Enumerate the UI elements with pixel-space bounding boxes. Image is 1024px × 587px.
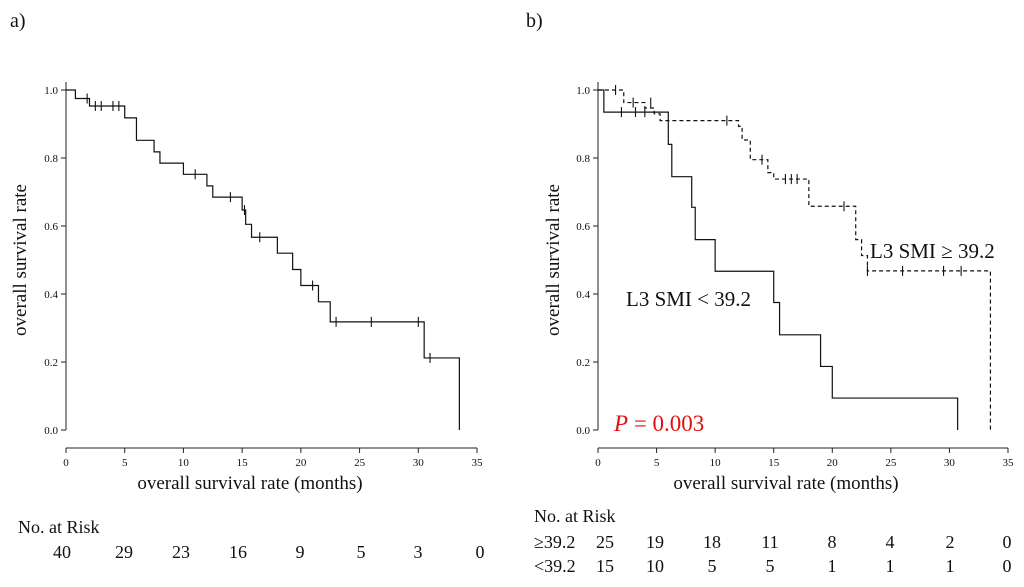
risk-count: 10 bbox=[646, 556, 664, 576]
risk-count: 8 bbox=[828, 532, 837, 552]
risk-count: 0 bbox=[476, 542, 485, 562]
risk-count: 29 bbox=[115, 542, 133, 562]
panel-b-y-axis-label: overall survival rate bbox=[543, 184, 564, 336]
risk-count: 4 bbox=[886, 532, 895, 552]
x-tick-label: 25 bbox=[354, 457, 366, 469]
risk-count: 0 bbox=[1003, 556, 1012, 576]
y-tick-label: 1.0 bbox=[576, 85, 590, 97]
panel-a: a) overall survival rate overall surviva… bbox=[10, 10, 485, 562]
survival-curve-high-smi bbox=[598, 89, 992, 430]
p-value: P = 0.003 bbox=[613, 411, 704, 436]
y-tick-label: 0.0 bbox=[576, 425, 590, 437]
y-tick-label: 0.4 bbox=[576, 289, 590, 301]
panel-a-y-axis-label: overall survival rate bbox=[10, 184, 31, 336]
x-tick-label: 25 bbox=[885, 457, 897, 469]
panel-b-label: b) bbox=[526, 10, 543, 32]
x-tick-label: 30 bbox=[944, 457, 956, 469]
risk-count: 19 bbox=[646, 532, 664, 552]
panel-b-x-axis-label: overall survival rate (months) bbox=[673, 473, 898, 494]
risk-count: 1 bbox=[886, 556, 895, 576]
risk-count: 25 bbox=[596, 532, 614, 552]
x-tick-label: 30 bbox=[413, 457, 425, 469]
y-tick-label: 0.2 bbox=[44, 357, 58, 369]
y-tick-label: 0.2 bbox=[576, 357, 590, 369]
y-tick-label: 0.6 bbox=[576, 221, 590, 233]
risk-count: 23 bbox=[172, 542, 190, 562]
survival-curve bbox=[66, 89, 460, 430]
x-tick-label: 35 bbox=[472, 457, 484, 469]
y-tick-label: 1.0 bbox=[44, 85, 58, 97]
high-smi-curve-label: L3 SMI ≥ 39.2 bbox=[870, 239, 995, 263]
x-tick-label: 20 bbox=[295, 457, 307, 469]
p-value-text: = 0.003 bbox=[628, 411, 704, 436]
panel-b-risk-title: No. at Risk bbox=[534, 506, 616, 526]
panel-b-axes: 0.0 0.2 0.4 0.6 0.8 1.0 0 5 10 15 20 25 30 35 bbox=[576, 82, 1014, 469]
risk-count: 2 bbox=[946, 532, 955, 552]
y-tick-label: 0.8 bbox=[576, 153, 590, 165]
y-tick-label: 0.0 bbox=[44, 425, 58, 437]
y-tick-label: 0.6 bbox=[44, 221, 58, 233]
x-tick-label: 15 bbox=[237, 457, 249, 469]
panel-a-axes: 0.0 0.2 0.4 0.6 0.8 1.0 0 5 10 15 20 25 30 35 bbox=[44, 82, 483, 469]
risk-count: 5 bbox=[708, 556, 717, 576]
risk-count: 16 bbox=[229, 542, 247, 562]
panel-a-curves bbox=[66, 89, 460, 430]
risk-row-high-label: ≥39.2 bbox=[534, 532, 575, 552]
y-tick-label: 0.8 bbox=[44, 153, 58, 165]
risk-count: 18 bbox=[703, 532, 721, 552]
risk-count: 5 bbox=[357, 542, 366, 562]
panel-a-label: a) bbox=[10, 10, 26, 32]
x-tick-label: 0 bbox=[63, 457, 69, 469]
risk-count: 0 bbox=[1003, 532, 1012, 552]
risk-count: 11 bbox=[761, 532, 778, 552]
risk-count: 1 bbox=[946, 556, 955, 576]
low-smi-curve-label: L3 SMI < 39.2 bbox=[626, 287, 751, 311]
panel-b-curves bbox=[598, 85, 992, 430]
x-tick-label: 10 bbox=[178, 457, 190, 469]
x-tick-label: 5 bbox=[122, 457, 128, 469]
x-tick-label: 0 bbox=[595, 457, 601, 469]
panel-a-x-axis-label: overall survival rate (months) bbox=[137, 473, 362, 494]
risk-count: 9 bbox=[296, 542, 305, 562]
x-tick-label: 35 bbox=[1003, 457, 1015, 469]
x-tick-label: 15 bbox=[768, 457, 780, 469]
risk-count: 15 bbox=[596, 556, 614, 576]
survival-curve-low-smi bbox=[598, 89, 959, 430]
risk-count: 40 bbox=[53, 542, 71, 562]
panel-b: b) overall survival rate overall surviva… bbox=[526, 10, 1014, 576]
x-tick-label: 5 bbox=[654, 457, 660, 469]
panel-a-risk-values: 40 29 23 16 9 5 3 0 bbox=[53, 542, 485, 562]
risk-row-low-label: <39.2 bbox=[534, 556, 576, 576]
risk-count: 3 bbox=[414, 542, 423, 562]
x-tick-label: 10 bbox=[710, 457, 722, 469]
risk-count: 1 bbox=[828, 556, 837, 576]
panel-b-risk-values: 25 19 18 11 8 4 2 015 10 5 5 1 1 1 0 bbox=[596, 532, 1012, 576]
x-tick-label: 20 bbox=[827, 457, 839, 469]
y-tick-label: 0.4 bbox=[44, 289, 58, 301]
risk-count: 5 bbox=[766, 556, 775, 576]
p-value-symbol: P bbox=[613, 411, 628, 436]
panel-a-risk-title: No. at Risk bbox=[18, 517, 100, 537]
